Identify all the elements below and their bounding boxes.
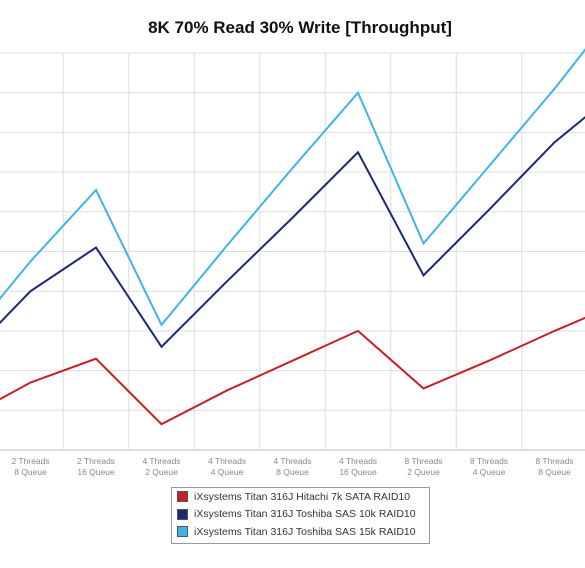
x-tick-label: 2 Queue	[407, 467, 440, 477]
x-tick-label: 8 Queue	[276, 467, 309, 477]
series-line-2	[0, 116, 585, 349]
x-tick-label: 8 Queue	[538, 467, 571, 477]
x-tick-label: 8 Queue	[14, 467, 47, 477]
x-tick-label: 8 Threads	[470, 456, 508, 466]
chart-title: 8K 70% Read 30% Write [Throughput]	[148, 18, 452, 37]
legend-label: iXsystems Titan 316J Toshiba SAS 10k RAI…	[194, 508, 416, 521]
x-tick-label: 2 Threads	[77, 456, 115, 466]
x-tick-label: 4 Threads	[142, 456, 180, 466]
gridlines	[0, 52, 585, 451]
legend-swatch	[177, 526, 188, 538]
series-line-1	[0, 316, 585, 426]
legend-label: iXsystems Titan 316J Toshiba SAS 15k RAI…	[194, 525, 416, 538]
legend-item-1: iXsystems Titan 316J Hitachi 7k SATA RAI…	[172, 488, 429, 506]
legend-swatch	[177, 508, 188, 520]
x-tick-label: 4 Queue	[211, 467, 244, 477]
x-tick-label: 16 Queue	[77, 467, 115, 477]
legend: iXsystems Titan 316J Hitachi 7k SATA RAI…	[171, 487, 430, 544]
legend-item-3: iXsystems Titan 316J Toshiba SAS 15k RAI…	[172, 523, 429, 541]
series-lines	[0, 48, 585, 426]
legend-label: iXsystems Titan 316J Hitachi 7k SATA RAI…	[194, 490, 411, 503]
x-tick-label: 2 Queue	[145, 467, 178, 477]
x-tick-label: 4 Queue	[473, 467, 506, 477]
series-line-3	[0, 48, 585, 327]
x-tick-label: 2 Threads	[11, 456, 49, 466]
legend-swatch	[177, 491, 188, 503]
x-tick-label: 16 Queue	[339, 467, 377, 477]
x-tick-label: 4 Threads	[208, 456, 246, 466]
x-tick-label: 8 Threads	[404, 456, 442, 466]
legend-item-2: iXsystems Titan 316J Toshiba SAS 10k RAI…	[172, 506, 429, 524]
x-tick-label: 4 Threads	[339, 456, 377, 466]
x-tick-label: 4 Threads	[273, 456, 311, 466]
x-tick-label: 8 Threads	[535, 456, 573, 466]
